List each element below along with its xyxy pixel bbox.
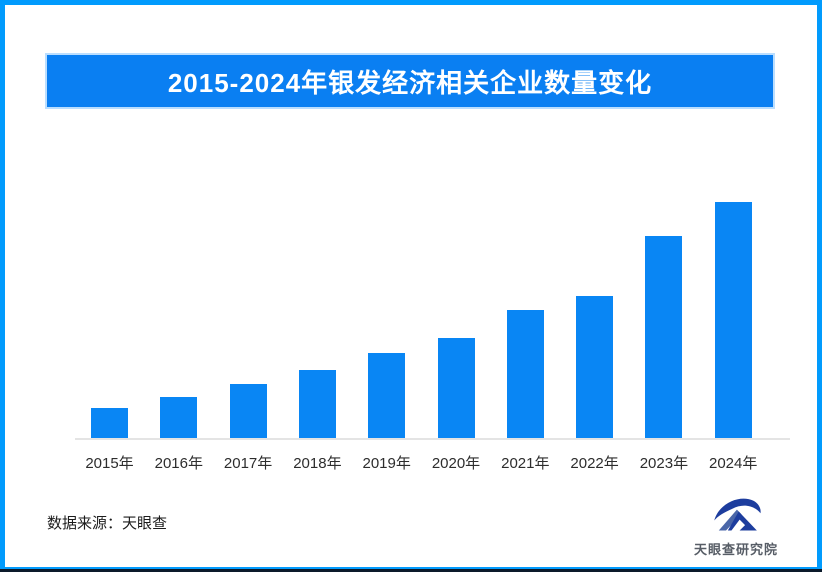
bar-2016年 [160,397,198,438]
chart-title: 2015-2024年银发经济相关企业数量变化 [167,67,653,98]
bar-2017年 [229,384,267,438]
bar-2015年 [91,408,128,438]
x-axis-label: 2018年 [293,455,342,472]
x-axis-label: 2015年 [85,455,134,472]
tianyancha-eye-icon [714,498,761,531]
bar-2019年 [368,353,406,438]
bar-2021年 [506,310,544,438]
publisher-logo: 天眼查研究院 [690,494,782,558]
data-source-note: 数据来源：天眼查 [47,515,168,532]
x-axis-label: 2020年 [431,455,481,472]
x-axis-label: 2022年 [570,455,619,472]
x-axis-label: 2017年 [223,455,273,472]
bar-2022年 [576,296,614,438]
bar-2020年 [437,338,475,438]
publisher-logo-text: 天眼查研究院 [693,542,778,557]
x-axis-label: 2019年 [362,455,411,472]
bar-2023年 [645,236,683,438]
x-axis-label: 2024年 [709,455,758,472]
bar-2024年 [714,202,752,438]
x-axis-line [75,438,790,440]
x-axis-label: 2021年 [501,455,550,472]
bar-2018年 [298,370,336,438]
x-axis-label: 2023年 [639,455,689,472]
chart-title-banner: 2015-2024年银发经济相关企业数量变化 [47,55,773,107]
x-axis-label: 2016年 [154,455,203,472]
